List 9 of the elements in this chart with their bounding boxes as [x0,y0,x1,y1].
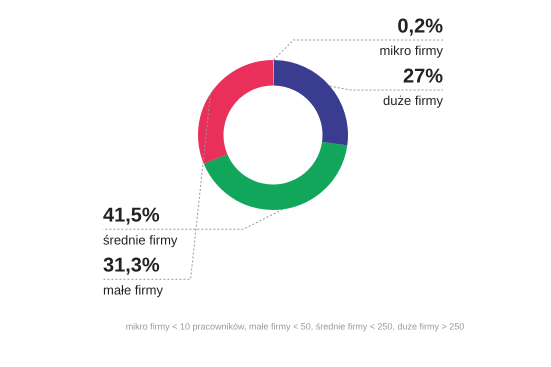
slice-label: mikro firmy [379,43,444,58]
data-label: 31,3% [103,254,160,277]
slice-label: średnie firmy [103,232,178,248]
slice-label: małe firmy [103,282,164,298]
data-label: 0,2% [397,16,444,38]
data-label: 41,5% [103,204,160,227]
data-label: 27% [402,66,444,88]
slice-label: duże firmy [383,93,444,108]
text: mikro firmy < 10 pracowników, małe firmy < 50, średnie firmy < 250, duże firmy > 250 [126,321,464,332]
